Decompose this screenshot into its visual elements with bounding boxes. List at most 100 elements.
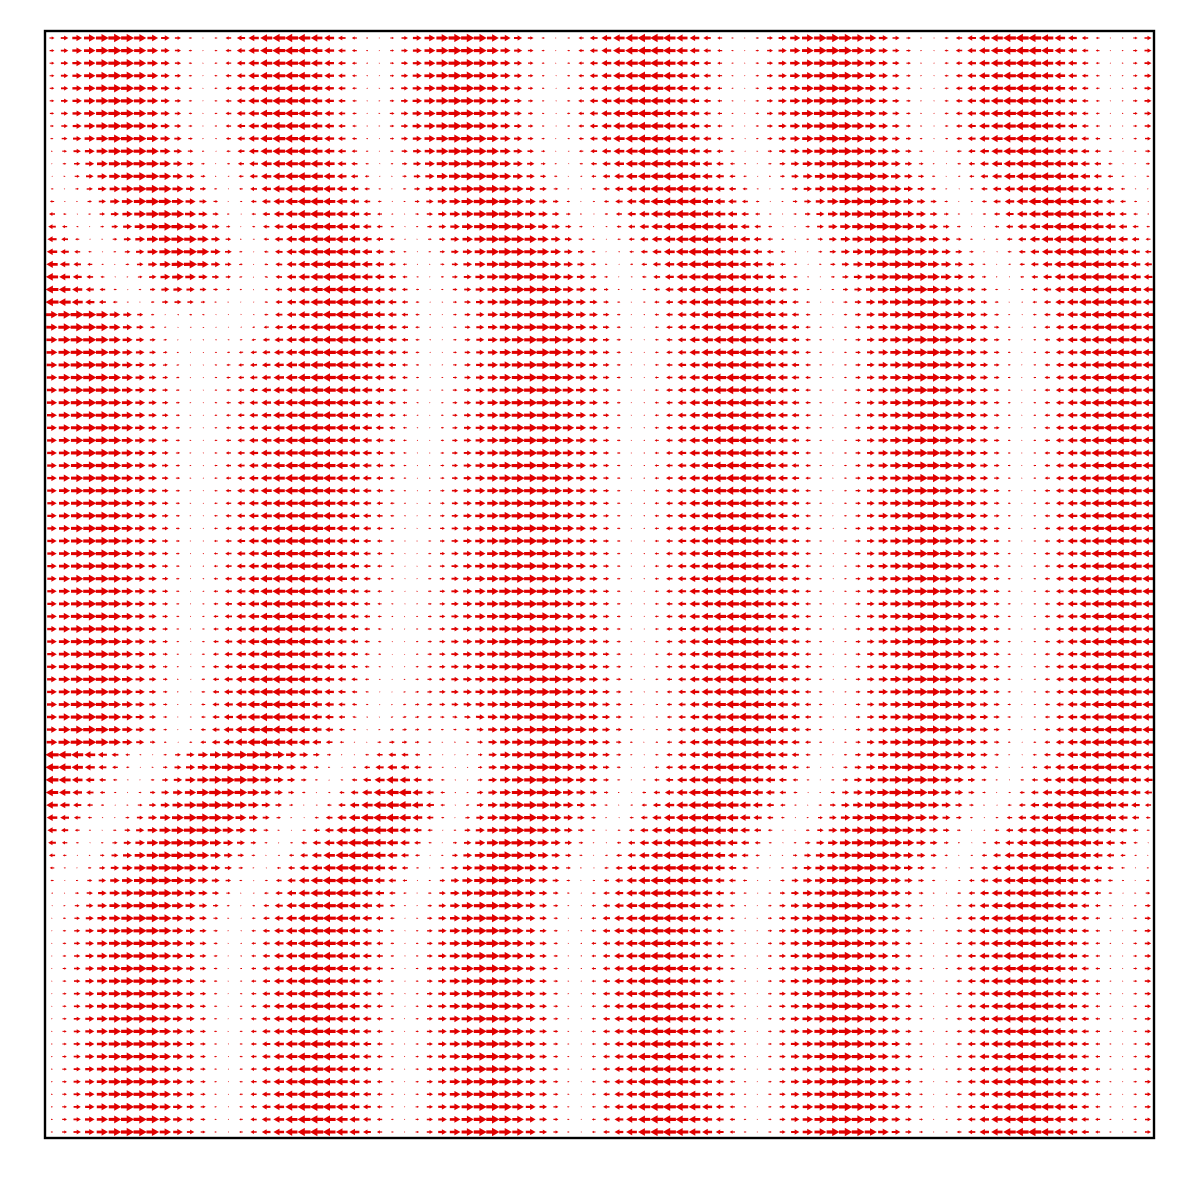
arrow-mark [980, 387, 989, 393]
arrow-mark [511, 562, 525, 571]
arrow-mark [953, 436, 965, 444]
arrow-mark [272, 700, 286, 709]
arrow-mark [1129, 474, 1142, 483]
arrow-mark [436, 147, 449, 155]
arrow-mark [164, 741, 167, 744]
arrow-mark [284, 612, 298, 621]
arrow-mark [511, 511, 525, 520]
arrow-mark [978, 59, 990, 67]
arrow-mark [297, 448, 311, 458]
arrow-mark [844, 628, 847, 630]
arrow-mark [1067, 399, 1078, 406]
arrow-mark [643, 716, 645, 718]
arrow-mark [576, 386, 587, 394]
arrow-mark [940, 650, 953, 659]
arrow-mark [273, 399, 285, 407]
arrow-mark [148, 387, 157, 393]
arrow-mark [224, 676, 233, 682]
arrow-mark [990, 97, 1003, 105]
arrow-mark [844, 338, 847, 341]
arrow-mark [389, 463, 395, 468]
arrow-mark [791, 463, 799, 468]
arrow-mark [590, 161, 597, 166]
arrow-mark [1081, 123, 1089, 129]
arrow-mark [1021, 364, 1023, 366]
arrow-mark [805, 652, 811, 656]
arrow-mark [213, 200, 218, 203]
arrow-mark [713, 272, 727, 282]
arrow-mark [324, 85, 334, 92]
arrow-mark [47, 538, 57, 544]
arrow-mark [424, 109, 436, 117]
arrow-mark [476, 324, 485, 330]
arrow-mark [726, 235, 738, 243]
arrow-mark [499, 688, 512, 696]
arrow-mark [536, 474, 550, 483]
arrow-mark [1078, 298, 1092, 306]
arrow-mark [1142, 688, 1154, 696]
arrow-mark [363, 211, 371, 217]
arrow-mark [578, 86, 584, 91]
arrow-mark [83, 725, 97, 734]
arrow-mark [402, 174, 407, 178]
arrow-mark [336, 600, 347, 608]
arrow-mark [47, 500, 57, 507]
arrow-mark [738, 423, 752, 432]
arrow-mark [212, 702, 220, 707]
arrow-mark [605, 263, 608, 266]
arrow-mark [914, 662, 928, 671]
arrow-mark [940, 537, 953, 545]
arrow-mark [890, 411, 902, 419]
arrow-mark [349, 550, 359, 557]
arrow-mark [226, 225, 231, 228]
arrow-mark [630, 502, 633, 504]
arrow-mark [892, 73, 900, 78]
arrow-mark [716, 149, 723, 154]
arrow-mark [853, 261, 864, 268]
arrow-mark [919, 137, 923, 140]
arrow-mark [226, 288, 231, 291]
arrow-mark [202, 37, 204, 39]
arrow-mark [640, 236, 649, 242]
arrow-mark [252, 238, 255, 240]
arrow-mark [524, 222, 537, 231]
arrow-mark [214, 452, 218, 454]
arrow-mark [676, 34, 688, 42]
arrow-mark [499, 511, 512, 520]
arrow-mark [1092, 210, 1104, 218]
arrow-mark [309, 398, 324, 407]
arrow-mark [95, 587, 109, 596]
arrow-mark [852, 84, 865, 93]
arrow-mark [980, 161, 989, 167]
arrow-mark [832, 565, 834, 567]
arrow-mark [805, 577, 811, 581]
arrow-mark [613, 147, 625, 155]
arrow-mark [562, 487, 575, 495]
arrow-mark [537, 235, 549, 243]
arrow-mark [88, 213, 92, 215]
arrow-mark [839, 134, 853, 143]
arrow-mark [436, 109, 449, 118]
arrow-mark [162, 602, 169, 606]
arrow-mark [1103, 373, 1117, 382]
arrow-mark [675, 172, 689, 181]
arrow-mark [365, 162, 369, 165]
arrow-mark [725, 561, 739, 571]
arrow-mark [953, 663, 965, 671]
arrow-mark [463, 689, 472, 695]
arrow-mark [148, 400, 157, 406]
arrow-mark [1143, 286, 1153, 293]
arrow-mark [751, 310, 764, 319]
arrow-mark [578, 249, 585, 254]
arrow-mark [878, 676, 889, 683]
arrow-mark [1079, 336, 1091, 344]
arrow-mark [136, 324, 144, 330]
arrow-mark [1044, 702, 1050, 706]
arrow-mark [429, 301, 431, 303]
arrow-mark [878, 714, 889, 720]
arrow-mark [427, 627, 432, 631]
arrow-mark [1116, 448, 1130, 458]
arrow-mark [378, 678, 381, 680]
arrow-mark [902, 511, 915, 520]
arrow-mark [839, 147, 853, 156]
